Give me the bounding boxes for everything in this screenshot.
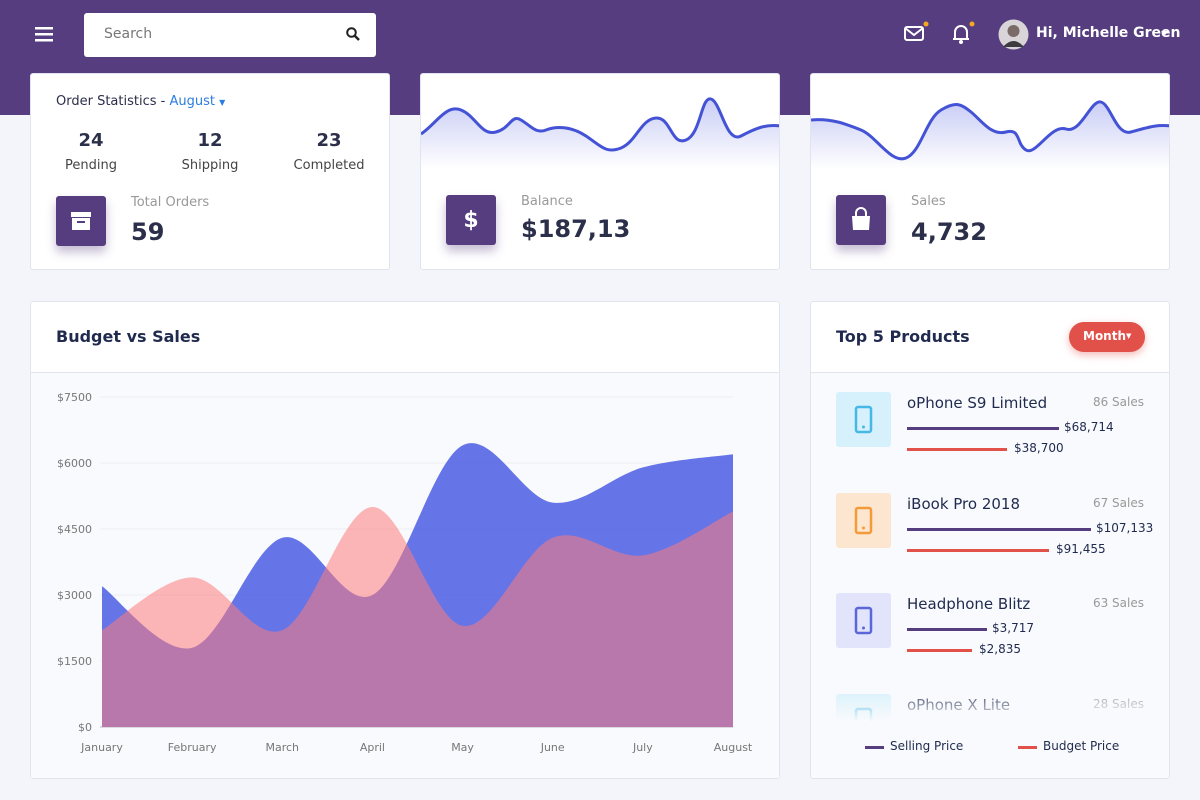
product-name: Headphone Blitz bbox=[907, 595, 1031, 613]
product-icon bbox=[836, 593, 891, 648]
stat-label: Completed bbox=[293, 158, 365, 173]
menu-icon[interactable] bbox=[35, 26, 53, 42]
y-tick-label: $1500 bbox=[57, 655, 92, 668]
selling-price: $3,717 bbox=[992, 621, 1034, 635]
selling-price: $68,714 bbox=[1064, 420, 1114, 434]
title: Order Statistics bbox=[56, 94, 157, 109]
legend-swatch bbox=[1018, 746, 1037, 749]
x-tick-label: July bbox=[632, 741, 653, 754]
x-tick-label: January bbox=[80, 741, 123, 754]
y-tick-label: $4500 bbox=[57, 523, 92, 536]
search-box[interactable]: Search bbox=[84, 13, 376, 57]
dollar-icon: $ bbox=[446, 195, 496, 245]
mail-icon[interactable] bbox=[904, 20, 930, 44]
budget-bar bbox=[907, 548, 1049, 552]
sales-label: Sales bbox=[911, 194, 946, 209]
x-tick-label: February bbox=[168, 741, 217, 754]
user-greeting[interactable]: Hi, Michelle Green bbox=[1036, 25, 1181, 41]
budget-bar bbox=[907, 649, 972, 652]
budget-price: $2,835 bbox=[979, 642, 1021, 656]
products-title: Top 5 Products bbox=[836, 327, 970, 346]
stat-value: 24 bbox=[78, 130, 104, 151]
chart-title: Budget vs Sales bbox=[56, 327, 201, 346]
bell-icon[interactable] bbox=[951, 20, 977, 46]
y-tick-label: $3000 bbox=[57, 589, 92, 602]
svg-text:$: $ bbox=[463, 208, 478, 233]
stat-value: 23 bbox=[316, 130, 342, 151]
product-sales: 86 Sales bbox=[1092, 395, 1144, 409]
x-tick-label: March bbox=[266, 741, 300, 754]
x-tick-label: May bbox=[451, 741, 474, 754]
chart: $0 $1500 $3000 $4500 $6000 $7500 January Februa… bbox=[57, 391, 753, 754]
fade bbox=[811, 687, 1169, 737]
selling-bar bbox=[907, 527, 1091, 531]
y-tick-label: $7500 bbox=[57, 391, 92, 404]
icon-glyph bbox=[854, 606, 873, 635]
y-tick-label: $6000 bbox=[57, 457, 92, 470]
search-icon[interactable] bbox=[346, 27, 360, 41]
stat-label: Shipping bbox=[181, 158, 239, 173]
box-icon bbox=[56, 196, 106, 246]
caret bbox=[1161, 31, 1169, 35]
budget-bar bbox=[907, 448, 1007, 451]
y-tick-label: $0 bbox=[78, 721, 92, 734]
product-sales: 67 Sales bbox=[1092, 495, 1144, 510]
card-title: Order Statistics - August ▼ bbox=[56, 94, 226, 109]
legend-label: Budget Price bbox=[1043, 739, 1120, 753]
stat-label: Pending bbox=[65, 158, 117, 173]
x-tick-label: June bbox=[540, 741, 565, 754]
products-card: Top 5 Products Month ▼ oPhone S9 Limited 8… bbox=[810, 301, 1170, 779]
product-name: oPhone S9 Limited bbox=[907, 394, 1048, 412]
sparkline bbox=[811, 100, 1169, 169]
product-icon bbox=[836, 492, 891, 548]
stat-value: 12 bbox=[197, 130, 223, 151]
sales-value: 4,732 bbox=[911, 218, 987, 246]
total-label: Total Orders bbox=[131, 195, 210, 210]
selling-bar bbox=[907, 628, 987, 631]
order-stats-card: Order Statistics - August ▼ 24 Pending 12 S… bbox=[30, 73, 390, 270]
selling-price: $107,133 bbox=[1096, 520, 1154, 535]
sales-card: Sales 4,732 bbox=[810, 73, 1170, 270]
product-sales: 63 Sales bbox=[1092, 596, 1144, 610]
balance-card: $ Balance $187,13 bbox=[420, 73, 780, 270]
product-list: oPhone S9 Limited 86 Sales $68,714 $38,700 i… bbox=[811, 302, 1169, 722]
avatar[interactable] bbox=[998, 19, 1029, 50]
total-value: 59 bbox=[131, 218, 165, 246]
icon-glyph bbox=[854, 506, 873, 534]
balance-value: $187,13 bbox=[521, 215, 631, 243]
area bbox=[102, 506, 733, 727]
product-icon bbox=[836, 392, 891, 447]
selling-bar bbox=[907, 427, 1059, 430]
month-button[interactable]: Month ▼ bbox=[1069, 322, 1145, 352]
product-name: iBook Pro 2018 bbox=[907, 494, 1021, 513]
budget-price: $38,700 bbox=[1014, 441, 1064, 455]
bag-icon bbox=[836, 195, 886, 245]
month-select[interactable]: August bbox=[169, 94, 215, 109]
sparkline bbox=[421, 97, 779, 169]
budget-price: $91,455 bbox=[1056, 541, 1106, 556]
balance-label: Balance bbox=[521, 194, 573, 209]
legend-swatch bbox=[865, 746, 884, 749]
search-placeholder: Search bbox=[104, 26, 153, 42]
icon-glyph bbox=[854, 405, 873, 434]
x-tick-label: August bbox=[714, 741, 753, 754]
button-label: Month bbox=[1083, 329, 1127, 343]
legend-label: Selling Price bbox=[890, 739, 964, 753]
x-tick-label: April bbox=[360, 741, 385, 754]
